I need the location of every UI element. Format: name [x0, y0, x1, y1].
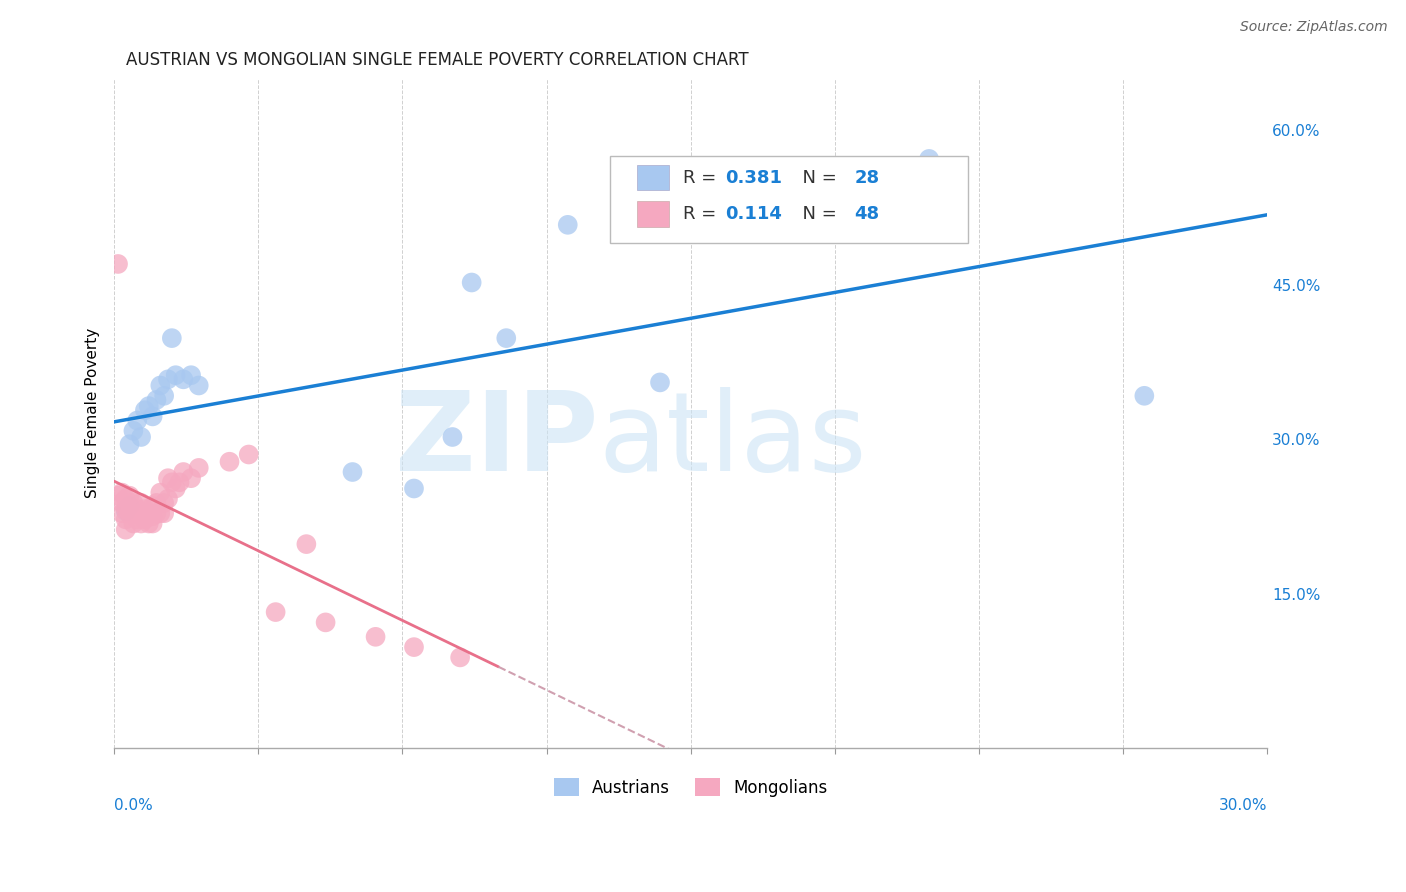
Point: [122, 516, 145, 531]
Point: [648, 376, 671, 390]
Point: [264, 605, 287, 619]
Point: [142, 516, 165, 531]
Point: [153, 506, 176, 520]
Point: [364, 630, 387, 644]
Point: [787, 166, 810, 180]
Text: N =: N =: [792, 169, 842, 186]
Point: [138, 516, 160, 531]
Point: [142, 509, 165, 524]
Text: 0.0%: 0.0%: [114, 798, 153, 814]
Point: [118, 489, 141, 503]
Point: [315, 615, 337, 630]
Text: 48: 48: [855, 205, 880, 223]
Text: N =: N =: [792, 205, 842, 223]
Point: [149, 485, 172, 500]
Point: [138, 399, 160, 413]
Point: [114, 502, 136, 516]
Point: [138, 506, 160, 520]
Point: [153, 496, 176, 510]
Point: [111, 506, 134, 520]
Point: [129, 496, 152, 510]
Text: AUSTRIAN VS MONGOLIAN SINGLE FEMALE POVERTY CORRELATION CHART: AUSTRIAN VS MONGOLIAN SINGLE FEMALE POVE…: [125, 51, 748, 69]
Point: [118, 506, 141, 520]
Point: [187, 461, 209, 475]
Point: [111, 496, 134, 510]
FancyBboxPatch shape: [610, 155, 967, 243]
Point: [129, 506, 152, 520]
Point: [127, 502, 149, 516]
Point: [122, 424, 145, 438]
Text: Source: ZipAtlas.com: Source: ZipAtlas.com: [1240, 20, 1388, 34]
Point: [295, 537, 318, 551]
Point: [149, 506, 172, 520]
Text: 28: 28: [855, 169, 880, 186]
Point: [142, 499, 165, 513]
Point: [495, 331, 517, 345]
Point: [441, 430, 464, 444]
Text: ZIP: ZIP: [395, 386, 599, 493]
Text: atlas: atlas: [599, 386, 868, 493]
Point: [114, 512, 136, 526]
Point: [180, 471, 202, 485]
Point: [342, 465, 364, 479]
Point: [145, 506, 167, 520]
Point: [402, 640, 425, 654]
Point: [1133, 389, 1156, 403]
Point: [180, 368, 202, 383]
Point: [145, 496, 167, 510]
Point: [160, 475, 183, 490]
Point: [114, 504, 136, 518]
Point: [134, 502, 156, 516]
FancyBboxPatch shape: [637, 201, 669, 227]
Point: [187, 378, 209, 392]
Point: [127, 413, 149, 427]
Point: [169, 475, 191, 490]
Point: [460, 276, 482, 290]
Point: [238, 448, 260, 462]
Point: [122, 496, 145, 510]
Legend: Austrians, Mongolians: Austrians, Mongolians: [547, 772, 834, 804]
Point: [172, 465, 194, 479]
Point: [114, 491, 136, 506]
Text: 0.114: 0.114: [725, 205, 782, 223]
Point: [107, 489, 129, 503]
Point: [449, 650, 471, 665]
Text: R =: R =: [683, 205, 721, 223]
Point: [149, 378, 172, 392]
Point: [122, 506, 145, 520]
Point: [160, 331, 183, 345]
Point: [165, 368, 187, 383]
Point: [918, 152, 941, 166]
Point: [402, 482, 425, 496]
Point: [165, 482, 187, 496]
Point: [153, 389, 176, 403]
Point: [111, 485, 134, 500]
Text: R =: R =: [683, 169, 721, 186]
Point: [129, 516, 152, 531]
Point: [557, 218, 579, 232]
FancyBboxPatch shape: [637, 165, 669, 190]
Point: [129, 430, 152, 444]
Point: [134, 512, 156, 526]
Point: [107, 257, 129, 271]
Point: [156, 491, 179, 506]
Y-axis label: Single Female Poverty: Single Female Poverty: [86, 328, 100, 499]
Point: [172, 372, 194, 386]
Text: 0.381: 0.381: [725, 169, 782, 186]
Point: [118, 499, 141, 513]
Point: [114, 523, 136, 537]
Point: [156, 372, 179, 386]
Point: [118, 437, 141, 451]
Point: [142, 409, 165, 424]
Point: [134, 403, 156, 417]
Point: [218, 455, 240, 469]
Point: [156, 471, 179, 485]
Point: [127, 512, 149, 526]
Point: [145, 392, 167, 407]
Text: 30.0%: 30.0%: [1219, 798, 1267, 814]
